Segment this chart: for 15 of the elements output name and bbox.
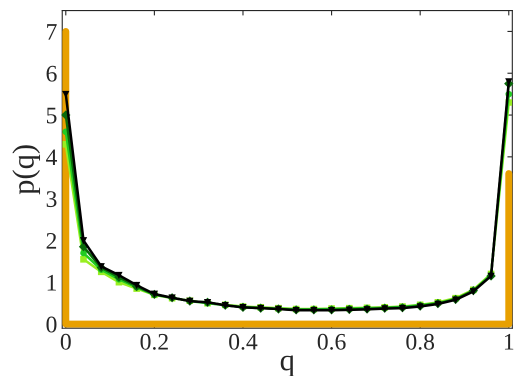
x-tick-label: 0 — [60, 334, 71, 350]
x-tick-label: 0.6 — [318, 334, 346, 350]
y-tick-label: 2 — [46, 233, 56, 249]
y-tick-label: 7 — [47, 24, 57, 40]
y-tick-label: 1 — [48, 274, 56, 290]
y-tick-label: 3 — [46, 191, 56, 208]
y-tick-label: 5 — [46, 108, 56, 124]
x-tick-label: 1 — [504, 334, 514, 350]
y-tick-label: 6 — [46, 66, 57, 82]
x-tick-label: 0.8 — [406, 334, 434, 350]
y-axis-title: p(q) — [12, 145, 40, 194]
y-tick-label: 0 — [46, 316, 56, 332]
x-tick-label: 0.2 — [140, 334, 168, 350]
x-tick-label: 0.4 — [229, 334, 258, 350]
y-tick-label: 4 — [46, 149, 58, 166]
